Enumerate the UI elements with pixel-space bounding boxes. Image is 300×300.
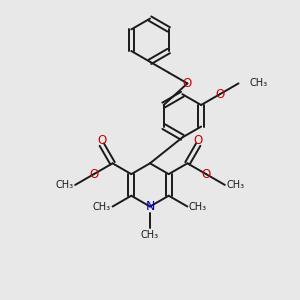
Text: CH₃: CH₃: [56, 180, 74, 190]
Text: O: O: [194, 134, 203, 147]
Text: CH₃: CH₃: [189, 202, 207, 212]
Text: CH₃: CH₃: [226, 180, 244, 190]
Text: O: O: [202, 168, 211, 181]
Text: CH₃: CH₃: [93, 202, 111, 212]
Text: O: O: [97, 134, 106, 147]
Text: CH₃: CH₃: [249, 78, 267, 88]
Text: N: N: [145, 200, 155, 213]
Text: CH₃: CH₃: [141, 230, 159, 240]
Text: O: O: [183, 77, 192, 90]
Text: O: O: [215, 88, 224, 101]
Text: O: O: [89, 168, 98, 181]
